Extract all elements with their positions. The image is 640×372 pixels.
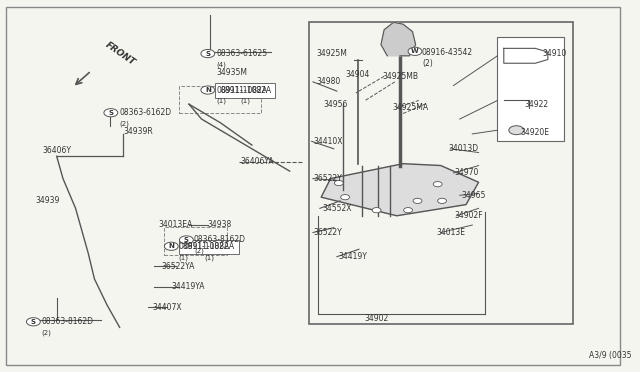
Text: 36406YA: 36406YA (240, 157, 273, 166)
Text: N: N (168, 243, 174, 249)
Text: 08363-8162D: 08363-8162D (42, 317, 93, 326)
Text: 34925M: 34925M (317, 49, 348, 58)
Circle shape (164, 242, 178, 250)
Text: 08911-1082A: 08911-1082A (184, 242, 235, 251)
Text: 36522Y: 36522Y (313, 174, 342, 183)
Circle shape (372, 208, 381, 213)
Text: 34410X: 34410X (313, 137, 342, 146)
Text: 34013E: 34013E (436, 228, 465, 237)
Text: (1): (1) (204, 254, 214, 261)
Text: S: S (205, 51, 211, 57)
Text: 34902F: 34902F (454, 211, 483, 220)
Polygon shape (381, 22, 415, 56)
Text: 08363-8162D: 08363-8162D (194, 235, 246, 244)
Text: S: S (184, 237, 189, 243)
Text: 34965: 34965 (461, 191, 485, 200)
Text: 34980: 34980 (317, 77, 341, 86)
Text: 34956: 34956 (324, 100, 348, 109)
Circle shape (26, 318, 40, 326)
Text: 34904: 34904 (345, 70, 369, 79)
Text: (2): (2) (422, 59, 433, 68)
Text: 08363-61625: 08363-61625 (216, 49, 268, 58)
Bar (308, 22, 573, 324)
Bar (164, 227, 227, 255)
Text: 34013D: 34013D (449, 144, 479, 153)
Text: (2): (2) (120, 121, 129, 127)
Text: 34939: 34939 (36, 196, 60, 205)
Text: (1): (1) (216, 98, 227, 105)
Circle shape (104, 109, 118, 117)
Text: 36406Y: 36406Y (42, 146, 71, 155)
Text: 34938: 34938 (208, 220, 232, 229)
Circle shape (408, 47, 422, 55)
Text: 08916-43542: 08916-43542 (422, 48, 473, 57)
Bar (216, 83, 275, 98)
Text: S: S (108, 110, 113, 116)
Text: 34910: 34910 (543, 49, 567, 58)
Text: (4): (4) (216, 61, 227, 68)
Circle shape (509, 126, 524, 135)
Circle shape (438, 198, 447, 203)
Text: 08911-1082A: 08911-1082A (179, 242, 230, 251)
Text: 34920E: 34920E (520, 128, 549, 137)
Text: 34925MB: 34925MB (383, 72, 419, 81)
Text: FRONT: FRONT (104, 40, 137, 67)
Text: 34970: 34970 (454, 169, 479, 177)
Text: 08911-1082A: 08911-1082A (220, 86, 271, 94)
Circle shape (179, 236, 193, 244)
Text: 36522YA: 36522YA (162, 262, 195, 271)
Text: (2): (2) (42, 330, 51, 336)
Text: 34925MA: 34925MA (392, 103, 428, 112)
Text: 34939R: 34939R (124, 127, 153, 136)
Bar (179, 86, 261, 113)
Text: 34419Y: 34419Y (338, 252, 367, 261)
Text: (1): (1) (241, 98, 251, 105)
Circle shape (334, 180, 343, 186)
Circle shape (201, 49, 215, 58)
Text: (1): (1) (179, 254, 189, 261)
Bar (497, 37, 564, 141)
Text: 34922: 34922 (524, 100, 548, 109)
Text: 34552X: 34552X (323, 204, 352, 213)
Circle shape (433, 182, 442, 187)
Polygon shape (321, 164, 479, 216)
Text: 34902: 34902 (364, 314, 388, 323)
Circle shape (404, 208, 412, 213)
Text: (2): (2) (194, 248, 204, 254)
Circle shape (413, 198, 422, 203)
Circle shape (340, 195, 349, 200)
Bar (179, 240, 239, 254)
Text: 34407X: 34407X (152, 303, 182, 312)
Text: W: W (411, 48, 419, 54)
Circle shape (201, 86, 215, 94)
Text: A3/9 (0035: A3/9 (0035 (589, 351, 631, 360)
Text: 08911-1082A: 08911-1082A (216, 86, 268, 94)
Text: 08363-6162D: 08363-6162D (120, 108, 172, 117)
Text: 34419YA: 34419YA (172, 282, 205, 291)
Text: 36522Y: 36522Y (313, 228, 342, 237)
Text: N: N (205, 87, 211, 93)
Text: 34935M: 34935M (216, 68, 248, 77)
Text: S: S (31, 319, 36, 325)
Text: 34013EA: 34013EA (159, 220, 193, 229)
